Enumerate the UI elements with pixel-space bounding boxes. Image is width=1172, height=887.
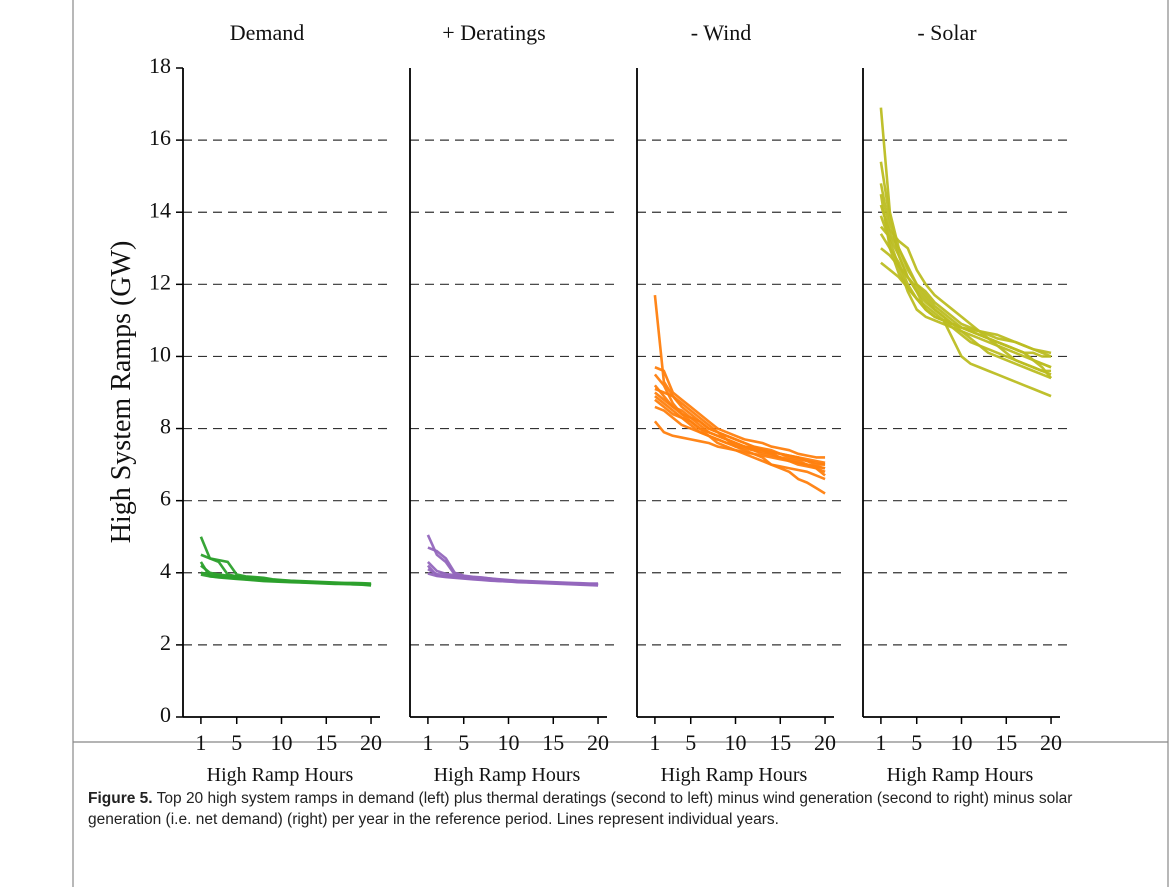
- y-tick-label: 12: [149, 269, 171, 294]
- y-tick-label: 18: [149, 53, 171, 78]
- x-tick-label: 10: [271, 730, 293, 755]
- panel-title: Demand: [230, 20, 305, 45]
- series-line: [653, 295, 826, 466]
- x-tick-label: 20: [1040, 730, 1062, 755]
- series-line: [879, 215, 1052, 369]
- x-axis-label: High Ramp Hours: [887, 764, 1034, 786]
- x-tick-label: 10: [951, 730, 973, 755]
- x-tick-label: 20: [360, 730, 382, 755]
- y-tick-label: 10: [149, 341, 171, 366]
- x-tick-label: 10: [725, 730, 747, 755]
- x-axis-label: High Ramp Hours: [207, 764, 354, 786]
- caption-label: Figure 5.: [88, 790, 153, 807]
- y-tick-label: 6: [160, 486, 171, 511]
- x-tick-label: 20: [587, 730, 609, 755]
- series-line: [427, 572, 599, 587]
- x-axis-label: High Ramp Hours: [661, 764, 808, 786]
- series-line: [879, 233, 1052, 398]
- y-tick-label: 4: [160, 558, 171, 583]
- panel-title: + Deratings: [442, 20, 545, 45]
- x-axis-label: High Ramp Hours: [434, 764, 581, 786]
- x-tick-label: 15: [542, 730, 564, 755]
- y-tick-label: 2: [160, 630, 171, 655]
- y-tick-label: 16: [149, 125, 171, 150]
- x-tick-label: 1: [422, 730, 433, 755]
- y-tick-label: 8: [160, 414, 171, 439]
- caption: Figure 5. Top 20 high system ramps in de…: [88, 788, 1148, 830]
- series-line: [654, 405, 826, 466]
- panel-title: - Wind: [691, 20, 751, 45]
- x-tick-label: 10: [498, 730, 520, 755]
- x-tick-label: 15: [769, 730, 791, 755]
- series-line: [879, 193, 1052, 373]
- x-tick-label: 1: [649, 730, 660, 755]
- series-line: [654, 398, 826, 477]
- series-line: [654, 366, 826, 459]
- y-axis-label: High System Ramps (GW): [106, 241, 137, 544]
- x-tick-label: 5: [911, 730, 922, 755]
- x-tick-label: 1: [875, 730, 886, 755]
- series-line: [880, 247, 1052, 380]
- x-tick-label: 15: [995, 730, 1017, 755]
- x-tick-label: 20: [814, 730, 836, 755]
- x-tick-label: 1: [195, 730, 206, 755]
- series-line: [653, 384, 826, 465]
- series-line: [200, 573, 372, 587]
- panel-title: - Solar: [917, 20, 977, 45]
- y-tick-label: 0: [160, 702, 171, 727]
- x-tick-label: 5: [231, 730, 242, 755]
- x-tick-label: 5: [458, 730, 469, 755]
- x-tick-label: 15: [315, 730, 337, 755]
- y-tick-label: 14: [149, 197, 171, 222]
- x-tick-label: 5: [685, 730, 696, 755]
- caption-text: Top 20 high system ramps in demand (left…: [88, 790, 1073, 828]
